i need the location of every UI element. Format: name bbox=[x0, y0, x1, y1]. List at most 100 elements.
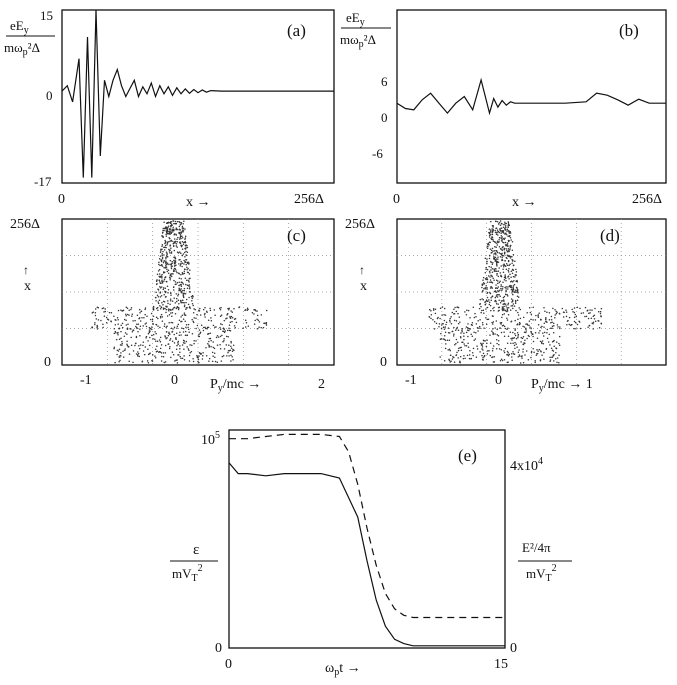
particle-dot bbox=[584, 316, 586, 318]
particle-dot bbox=[207, 343, 209, 345]
particle-dot bbox=[514, 260, 516, 262]
particle-dot bbox=[514, 348, 516, 350]
particle-dot bbox=[515, 269, 517, 271]
particle-dot bbox=[171, 241, 173, 243]
particle-dot bbox=[483, 299, 485, 301]
particle-dot bbox=[149, 353, 151, 355]
particle-dot bbox=[532, 319, 534, 321]
particle-dot bbox=[500, 286, 502, 288]
particle-dot bbox=[581, 312, 583, 314]
particle-dot bbox=[466, 309, 468, 311]
particle-dot bbox=[158, 270, 160, 272]
particle-dot bbox=[176, 332, 178, 334]
panel-e: (e) 105 0 4x104 0 0 15 ωpt → ε mVT2 E²/4… bbox=[170, 430, 572, 678]
particle-dot bbox=[151, 326, 153, 328]
particle-dot bbox=[486, 288, 488, 290]
particle-dot bbox=[463, 343, 465, 345]
particle-dot bbox=[540, 360, 542, 362]
particle-dot bbox=[489, 258, 491, 260]
particle-dot bbox=[266, 310, 268, 312]
particle-dot bbox=[179, 319, 181, 321]
panel-c-ybottom: 0 bbox=[44, 355, 51, 370]
particle-dot bbox=[119, 338, 121, 340]
particle-dot bbox=[532, 306, 534, 308]
particle-dot bbox=[119, 349, 121, 351]
particle-dot bbox=[521, 356, 523, 358]
particle-dot bbox=[559, 328, 561, 330]
particle-dot bbox=[586, 310, 588, 312]
particle-dot bbox=[470, 334, 472, 336]
particle-dot bbox=[173, 289, 175, 291]
particle-dot bbox=[181, 255, 183, 257]
particle-dot bbox=[230, 354, 232, 356]
particle-dot bbox=[600, 313, 602, 315]
particle-dot bbox=[182, 226, 184, 228]
particle-dot bbox=[501, 322, 503, 324]
particle-dot bbox=[467, 343, 469, 345]
particle-dot bbox=[95, 308, 97, 310]
particle-dot bbox=[534, 360, 536, 362]
particle-dot bbox=[565, 309, 567, 311]
particle-dot bbox=[166, 269, 168, 271]
particle-dot bbox=[490, 261, 492, 263]
particle-dot bbox=[139, 348, 141, 350]
particle-dot bbox=[131, 307, 133, 309]
panel-b-ylabel-bottom: mωp²Δ bbox=[340, 32, 376, 50]
particle-dot bbox=[498, 299, 500, 301]
particle-dot bbox=[543, 358, 545, 360]
particle-dot bbox=[166, 251, 168, 253]
particle-dot bbox=[261, 314, 263, 316]
particle-dot bbox=[513, 265, 515, 267]
particle-dot bbox=[457, 307, 459, 309]
particle-dot bbox=[173, 307, 175, 309]
particle-dot bbox=[496, 348, 498, 350]
particle-dot bbox=[179, 332, 181, 334]
particle-dot bbox=[165, 287, 167, 289]
particle-dot bbox=[514, 345, 516, 347]
particle-dot bbox=[551, 328, 553, 330]
particle-dot bbox=[449, 320, 451, 322]
particle-dot bbox=[591, 322, 593, 324]
particle-dot bbox=[495, 297, 497, 299]
particle-dot bbox=[474, 317, 476, 319]
particle-dot bbox=[512, 269, 514, 271]
particle-dot bbox=[483, 277, 485, 279]
particle-dot bbox=[184, 252, 186, 254]
particle-dot bbox=[466, 332, 468, 334]
particle-dot bbox=[166, 232, 168, 234]
particle-dot bbox=[170, 277, 172, 279]
particle-dot bbox=[585, 307, 587, 309]
particle-dot bbox=[549, 361, 551, 363]
particle-dot bbox=[177, 221, 179, 223]
particle-dot bbox=[189, 291, 191, 293]
particle-dot bbox=[575, 314, 577, 316]
particle-dot bbox=[256, 310, 258, 312]
particle-dot bbox=[214, 309, 216, 311]
particle-dot bbox=[235, 327, 237, 329]
particle-dot bbox=[497, 258, 499, 260]
particle-dot bbox=[506, 307, 508, 309]
particle-dot bbox=[143, 317, 145, 319]
particle-dot bbox=[507, 342, 509, 344]
particle-dot bbox=[499, 296, 501, 298]
particle-dot bbox=[188, 272, 190, 274]
particle-dot bbox=[185, 264, 187, 266]
particle-dot bbox=[94, 322, 96, 324]
particle-dot bbox=[136, 327, 138, 329]
particle-dot bbox=[485, 287, 487, 289]
particle-dot bbox=[456, 311, 458, 313]
particle-dot bbox=[144, 323, 146, 325]
particle-dot bbox=[503, 249, 505, 251]
particle-dot bbox=[514, 305, 516, 307]
particle-dot bbox=[490, 305, 492, 307]
particle-dot bbox=[494, 327, 496, 329]
particle-dot bbox=[152, 320, 154, 322]
particle-dot bbox=[574, 321, 576, 323]
particle-dot bbox=[178, 252, 180, 254]
particle-dot bbox=[178, 354, 180, 356]
particle-dot bbox=[491, 236, 493, 238]
particle-dot bbox=[158, 280, 160, 282]
particle-dot bbox=[230, 341, 232, 343]
particle-dot bbox=[519, 323, 521, 325]
particle-dot bbox=[118, 361, 120, 363]
